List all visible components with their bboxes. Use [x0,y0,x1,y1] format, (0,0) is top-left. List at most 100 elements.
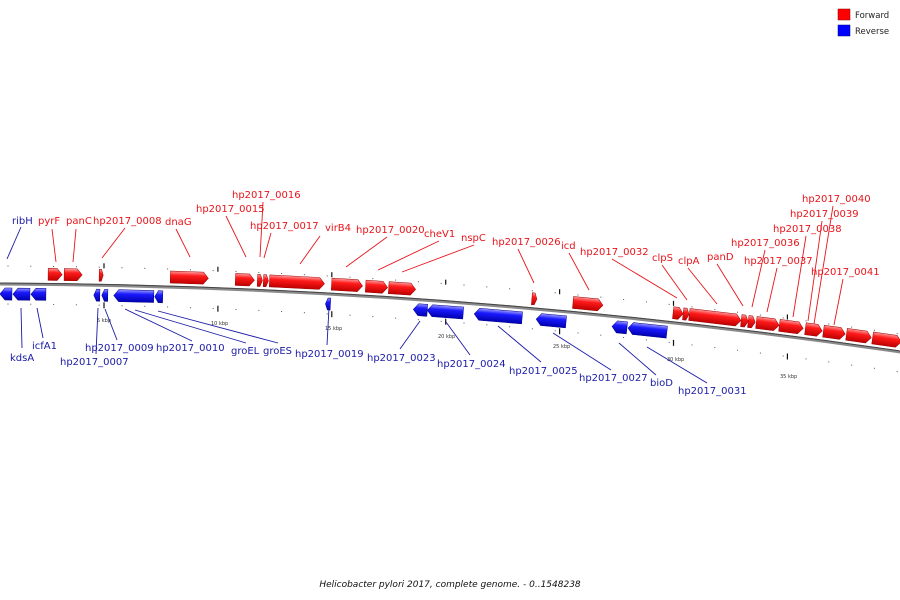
gene-arrow-cheV1 [388,281,416,296]
gene-label-hp2017-0025: hp2017_0025 [509,366,578,377]
scale-dot [805,358,807,360]
gene-arrow-shape-hp2017-0026 [531,292,538,306]
scale-dot [896,371,898,373]
gene-label-hp2017-0010: hp2017_0010 [156,343,225,354]
scale-dot [463,322,465,324]
gene-label-hp2017-0007: hp2017_0007 [60,357,129,368]
leader-line-clpA [687,267,718,305]
scale-dot [486,286,488,288]
gene-label-hp2017-0036: hp2017_0036 [731,238,800,249]
gene-arrow-shape-hp2017-0016 [256,274,263,287]
scale-dot [509,326,511,328]
gene-arrow-hp2017-0042 [871,331,900,348]
scale-dot [714,347,716,349]
gene-label-pyrF: pyrF [38,216,60,227]
gene-arrow-shape-bioD [611,320,628,335]
scale-dot [600,334,602,336]
scale-dot [235,308,237,310]
figure-caption: Helicobacter pylori 2017, complete genom… [319,580,581,590]
scale-dot [782,355,784,357]
scale-dot [782,317,784,319]
scale-dot [668,303,670,305]
gene-arrow-icd [572,296,604,312]
gene-arrow-hp2017-0010 [113,289,155,303]
gene-arrow-pyrF [47,268,63,281]
gene-arrow-hp2017-0017 [268,274,325,290]
scale-dot [759,352,761,354]
gene-label-hp2017-0040: hp2017_0040 [802,194,871,205]
gene-arrow-shape-hp2017-0008 [98,268,104,282]
gene-arrow-virB4 [330,277,363,292]
gene-label-hp2017-0008: hp2017_0008 [93,216,162,227]
gene-arrow-clpA [688,308,742,327]
gene-label-hp2017-0041: hp2017_0041 [811,267,880,278]
gene-arrow-panD [740,314,749,328]
leader-line-hp2017-0038 [792,235,807,318]
leader-line-kdsA [20,307,23,349]
gene-label-hp2017-0009: hp2017_0009 [85,343,154,354]
gene-arrow-hp2017-0019 [325,297,332,311]
gene-arrow-hp2017-0031 [627,322,668,339]
scale-label-30kbp: 30 kbp [667,357,684,363]
scale-dot [212,308,214,310]
scale-dot [417,319,419,321]
gene-label-panD: panD [707,252,734,263]
leader-line-hp2017-0009 [104,308,118,341]
gene-arrow-hp2017-0027 [535,313,567,329]
scale-dot [258,271,260,273]
gene-arrow-shape-cheV1 [388,281,416,296]
gene-label-cheV1: cheV1 [424,229,455,240]
scale-dot [691,344,693,346]
gene-arrow-hp2017-0038 [778,319,804,335]
scale-dot [554,292,556,294]
legend-reverse-label: Reverse [855,27,889,37]
scale-dot [737,349,739,351]
gene-arrow-hp2017-0016b [262,274,269,288]
gene-label-hp2017-0031: hp2017_0031 [678,386,747,397]
scale-dot [349,276,351,278]
scale-dot [577,332,579,334]
leader-line-groEL [134,309,247,344]
scale-dot [167,268,169,270]
scale-dot [144,305,146,307]
gene-label-hp2017-0039: hp2017_0039 [790,209,859,220]
scale-ticks: 5 kbp 10 kbp 15 kbp 20 kbp 25 kbp 30 kbp… [97,263,797,380]
gene-arrow-hp2017-0008 [98,268,104,282]
leader-line-hp2017-0032 [611,258,678,299]
gene-label-hp2017-0015: hp2017_0015 [196,204,265,215]
gene-arrow-shape-groEL [154,290,164,304]
scale-dot [75,304,77,306]
scale-dot [600,296,602,298]
leader-line-panC [72,228,77,263]
gene-label-hp2017-0016: hp2017_0016 [232,190,301,201]
scale-dot [53,265,55,267]
gene-arrow-shape-hp2017-0020 [365,279,388,294]
scale-dot [509,288,511,290]
gene-label-hp2017-0026: hp2017_0026 [492,237,561,248]
gene-label-kdsA: kdsA [10,353,34,364]
gene-arrow-shape-clpS [672,306,684,320]
scale-dot [281,311,283,313]
scale-dot [395,279,397,281]
scale-dot [873,329,875,331]
leader-line-pyrF [51,228,57,263]
gene-arrow-shape-hp2017-0025 [473,308,523,325]
scale-label-15kbp: 15 kbp [325,326,342,332]
gene-label-hp2017-0019: hp2017_0019 [295,349,364,360]
gene-arrow-shape-hp2017-0036 [747,315,756,329]
gene-arrow-shape-panC [63,268,83,282]
scale-dot [851,364,853,366]
gene-arrow-shape-hp2017-0009 [101,289,109,302]
gene-arrow-hp2017-0025 [473,308,523,325]
gene-arrow-kdsA [12,287,31,301]
gene-arrow-shape-hp2017-0041 [845,328,872,344]
gene-arrow-hp2017-0040 [822,324,846,340]
scale-dot [851,326,853,328]
gene-arrow-bioD [611,320,628,335]
gene-arrow-hp2017-0036 [747,315,756,329]
gene-label-hp2017-0023: hp2017_0023 [367,353,436,364]
gene-label-ribH: ribH [12,216,33,227]
leader-line-hp2017-0017 [263,232,272,259]
leader-line-panD [716,263,744,307]
